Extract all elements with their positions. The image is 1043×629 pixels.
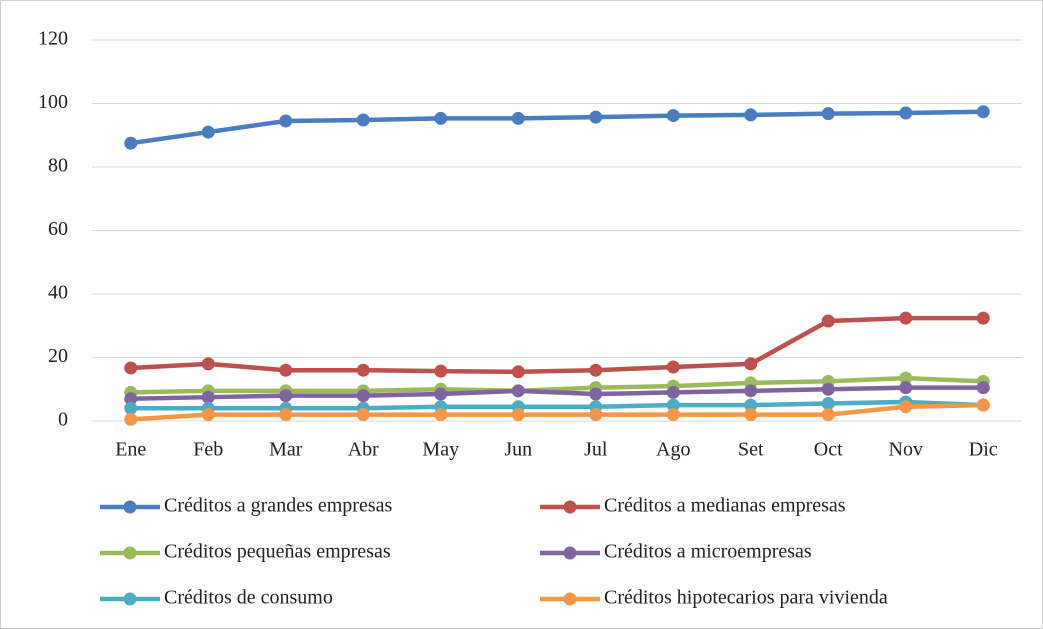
series-point bbox=[666, 408, 680, 422]
series-point bbox=[511, 384, 525, 398]
series-point bbox=[899, 311, 913, 325]
series-point bbox=[279, 389, 293, 403]
series-point bbox=[744, 108, 758, 122]
series-point bbox=[589, 408, 603, 422]
legend-label: Créditos a medianas empresas bbox=[604, 495, 846, 517]
series-point bbox=[899, 400, 913, 414]
series-point bbox=[976, 311, 990, 325]
series-point bbox=[821, 397, 835, 411]
x-tick-label: Jul bbox=[584, 439, 608, 461]
y-tick-label: 0 bbox=[58, 409, 68, 431]
series-point bbox=[124, 401, 138, 415]
x-tick-label: Feb bbox=[193, 439, 223, 461]
legend-label: Créditos pequeñas empresas bbox=[164, 541, 391, 563]
series-point bbox=[124, 392, 138, 406]
y-tick-label: 60 bbox=[48, 218, 68, 240]
series-point bbox=[666, 385, 680, 399]
y-tick-label: 120 bbox=[38, 28, 68, 50]
series-point bbox=[356, 408, 370, 422]
series-point bbox=[356, 389, 370, 403]
legend-marker bbox=[123, 500, 137, 514]
x-tick-label: Ene bbox=[115, 439, 146, 461]
series-point bbox=[589, 387, 603, 401]
y-tick-label: 20 bbox=[48, 345, 68, 367]
y-tick-label: 100 bbox=[38, 91, 68, 113]
series-line bbox=[130, 109, 984, 146]
series-line bbox=[130, 315, 984, 375]
series-point bbox=[434, 364, 448, 378]
legend-label: Créditos hipotecarios para vivienda bbox=[604, 587, 888, 609]
series-point bbox=[821, 314, 835, 328]
x-tick-label: Abr bbox=[348, 439, 379, 461]
series-point bbox=[434, 387, 448, 401]
series-point bbox=[511, 408, 525, 422]
y-tick-label: 40 bbox=[48, 282, 68, 304]
series-point bbox=[589, 363, 603, 377]
series-point bbox=[201, 357, 215, 371]
series-point bbox=[356, 113, 370, 127]
series-point bbox=[434, 111, 448, 125]
series-point bbox=[279, 363, 293, 377]
x-tick-label: Nov bbox=[889, 439, 923, 461]
series-point bbox=[124, 136, 138, 150]
y-tick-label: 80 bbox=[48, 155, 68, 177]
x-tick-label: Jun bbox=[504, 439, 532, 461]
legend-marker bbox=[123, 592, 137, 606]
series-point bbox=[976, 105, 990, 119]
series-point bbox=[744, 398, 758, 412]
series-point bbox=[589, 110, 603, 124]
series-point bbox=[279, 408, 293, 422]
series-point bbox=[821, 382, 835, 396]
series-point bbox=[356, 363, 370, 377]
legend-marker bbox=[563, 592, 577, 606]
series-point bbox=[201, 125, 215, 139]
series-line bbox=[130, 385, 984, 402]
series-line bbox=[130, 399, 984, 411]
legend-label: Créditos a microempresas bbox=[604, 541, 812, 563]
series-point bbox=[434, 408, 448, 422]
series-point bbox=[511, 111, 525, 125]
series-point bbox=[666, 360, 680, 374]
series-point bbox=[821, 408, 835, 422]
series-point bbox=[666, 109, 680, 123]
series-point bbox=[899, 106, 913, 120]
x-tick-label: Dic bbox=[969, 439, 998, 461]
series-point bbox=[201, 408, 215, 422]
x-tick-label: Oct bbox=[814, 439, 843, 461]
series-point bbox=[821, 107, 835, 121]
series-point bbox=[279, 114, 293, 128]
x-tick-label: May bbox=[422, 439, 459, 461]
series-point bbox=[899, 381, 913, 395]
legend-label: Créditos de consumo bbox=[164, 587, 333, 609]
series-line bbox=[130, 402, 984, 422]
series-point bbox=[666, 398, 680, 412]
legend-marker bbox=[123, 546, 137, 560]
x-tick-label: Mar bbox=[269, 439, 303, 461]
series-point bbox=[124, 412, 138, 426]
series-point bbox=[511, 365, 525, 379]
series-line bbox=[130, 375, 984, 395]
series-point bbox=[976, 381, 990, 395]
series-point bbox=[976, 398, 990, 412]
series-point bbox=[744, 357, 758, 371]
series-point bbox=[744, 408, 758, 422]
series-point bbox=[124, 361, 138, 375]
series-point bbox=[201, 390, 215, 404]
legend-label: Créditos a grandes empresas bbox=[164, 495, 392, 517]
legend-marker bbox=[563, 546, 577, 560]
series-point bbox=[744, 384, 758, 398]
series-point bbox=[899, 371, 913, 385]
legend-marker bbox=[563, 500, 577, 514]
x-tick-label: Ago bbox=[656, 439, 690, 461]
x-tick-label: Set bbox=[738, 439, 764, 461]
